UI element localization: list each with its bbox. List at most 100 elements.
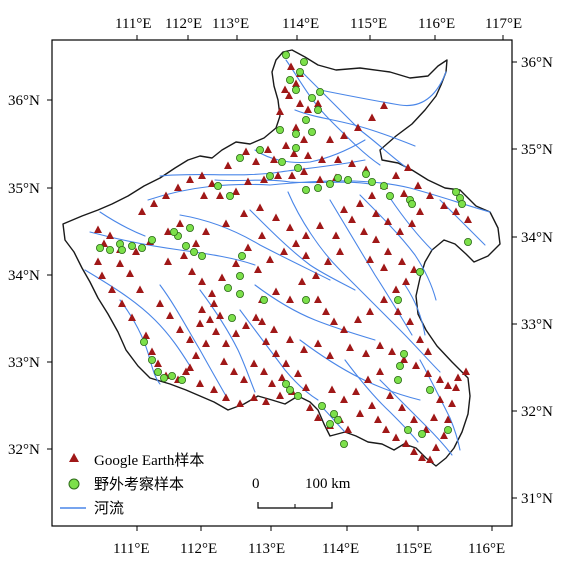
field-survey-sample-marker (313, 183, 322, 192)
field-survey-sample-marker (159, 373, 168, 382)
field-survey-sample-marker (96, 243, 105, 252)
google-earth-sample-marker (252, 313, 260, 321)
google-earth-sample-marker (250, 393, 258, 401)
bottom-lon-label: 112°E (180, 541, 217, 557)
river (254, 139, 366, 164)
google-earth-sample-marker (280, 247, 288, 255)
google-earth-sample-marker (392, 171, 400, 179)
top-lon-label: 111°E (115, 16, 152, 32)
field-survey-sample-marker (463, 237, 472, 246)
google-earth-sample-marker (394, 307, 402, 315)
field-survey-sample-marker (225, 191, 234, 200)
google-earth-sample-marker (94, 225, 102, 233)
field-survey-sample-marker (301, 295, 310, 304)
field-survey-sample-marker (333, 173, 342, 182)
google-earth-sample-marker (432, 443, 440, 451)
google-earth-sample-marker (198, 277, 206, 285)
google-earth-sample-marker (154, 359, 162, 367)
google-earth-sample-marker (306, 403, 314, 411)
google-earth-sample-marker (126, 269, 134, 277)
field-survey-sample-marker (235, 271, 244, 280)
google-earth-samples (94, 62, 472, 463)
google-earth-sample-marker (382, 425, 390, 433)
google-earth-sample-marker (352, 387, 360, 395)
river (329, 199, 413, 336)
google-earth-sample-marker (386, 391, 394, 399)
google-earth-sample-marker (360, 227, 368, 235)
field-survey-sample-marker (285, 76, 294, 85)
bottom-lon-label: 111°E (113, 541, 150, 557)
google-earth-sample-marker (314, 99, 322, 107)
google-earth-sample-marker (330, 317, 338, 325)
right-lat-label: 32°N (521, 404, 553, 420)
river (404, 284, 426, 336)
right-lat-label: 33°N (521, 317, 553, 333)
field-survey-sample-marker (235, 153, 244, 162)
google-earth-sample-marker (416, 335, 424, 343)
google-earth-sample-marker (392, 433, 400, 441)
field-survey-sample-marker (417, 429, 426, 438)
google-earth-sample-marker (298, 277, 306, 285)
field-survey-sample-marker (255, 145, 264, 154)
field-survey-sample-marker (307, 94, 316, 103)
google-earth-sample-marker (312, 271, 320, 279)
google-earth-sample-marker (106, 231, 114, 239)
field-survey-sample-marker (177, 375, 186, 384)
google-earth-sample-marker (118, 299, 126, 307)
left-lat-label: 36°N (8, 93, 40, 109)
field-survey-sample-marker (301, 116, 310, 125)
google-earth-sample-marker (218, 273, 226, 281)
field-survey-sample-marker (399, 349, 408, 358)
google-earth-sample-marker (198, 305, 206, 313)
google-earth-sample-marker (278, 373, 286, 381)
google-earth-sample-marker (372, 235, 380, 243)
google-earth-sample-marker (424, 369, 432, 377)
google-earth-sample-marker (322, 307, 330, 315)
google-earth-sample-marker (222, 219, 230, 227)
left-lat-label: 35°N (8, 181, 40, 197)
google-earth-sample-marker (314, 339, 322, 347)
google-earth-sample-marker (410, 447, 418, 455)
google-earth-sample-marker (260, 175, 268, 183)
google-earth-sample-marker (332, 231, 340, 239)
google-earth-sample-marker (426, 455, 434, 463)
field-survey-sample-marker (281, 379, 290, 388)
field-survey-sample-marker (367, 177, 376, 186)
field-survey-sample-marker (169, 227, 178, 236)
google-earth-sample-marker (156, 299, 164, 307)
google-earth-sample-marker (266, 255, 274, 263)
field-survey-sample-marker (106, 245, 115, 254)
field-survey-sample-marker (451, 187, 460, 196)
google-earth-sample-marker (326, 351, 334, 359)
google-earth-sample-marker (202, 339, 210, 347)
google-earth-sample-marker (368, 191, 376, 199)
field-survey-samples (96, 51, 472, 448)
google-earth-sample-marker (400, 355, 408, 363)
google-earth-sample-marker (354, 315, 362, 323)
google-earth-sample-marker (230, 367, 238, 375)
google-earth-sample-marker (384, 247, 392, 255)
field-survey-sample-marker (185, 223, 194, 232)
field-survey-sample-marker (395, 361, 404, 370)
google-earth-sample-marker (286, 223, 294, 231)
google-earth-sample-marker (362, 349, 370, 357)
google-earth-sample-marker (348, 215, 356, 223)
google-earth-sample-marker (206, 315, 214, 323)
google-earth-sample-marker (414, 181, 422, 189)
google-earth-sample-marker (376, 367, 384, 375)
google-earth-sample-marker (232, 259, 240, 267)
field-survey-sample-marker (315, 88, 324, 97)
google-earth-sample-marker (116, 259, 124, 267)
field-survey-sample-marker (235, 289, 244, 298)
field-survey-sample-marker (293, 391, 302, 400)
field-survey-sample-marker (139, 337, 148, 346)
field-survey-sample-marker (293, 163, 302, 172)
google-earth-sample-marker (196, 379, 204, 387)
google-earth-sample-marker (400, 189, 408, 197)
google-earth-sample-marker (354, 123, 362, 131)
google-earth-sample-marker (148, 347, 156, 355)
google-earth-sample-marker (392, 285, 400, 293)
field-survey-sample-marker (291, 86, 300, 95)
